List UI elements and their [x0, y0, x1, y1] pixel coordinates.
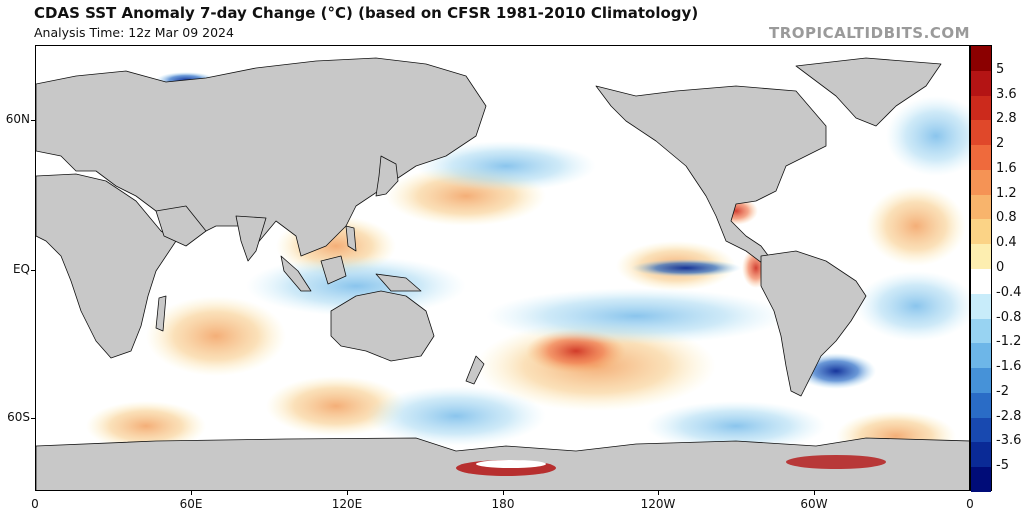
colorbar-segment	[971, 392, 991, 419]
colorbar-tick-label: 0.8	[996, 210, 1017, 226]
colorbar-segment	[971, 95, 991, 121]
lon-label-60w: 60W	[800, 497, 828, 511]
colorbar-segment	[971, 417, 991, 443]
analysis-time: Analysis Time: 12z Mar 09 2024	[34, 25, 234, 40]
colorbar-tick-label: 1.6	[996, 160, 1017, 176]
eurasia-landmass	[36, 57, 487, 257]
lat-label-60s: 60S	[7, 410, 30, 424]
colorbar-tick-label: -2	[996, 383, 1009, 399]
greenland-landmass	[795, 57, 942, 127]
australia-landmass	[330, 290, 435, 362]
colorbar-tick-label: -0.4	[996, 284, 1022, 300]
colorbar	[970, 45, 992, 493]
colorbar-tick-label: 5	[996, 61, 1005, 77]
warm-anomaly-patch	[146, 296, 286, 376]
lon-label-0-east: 0	[966, 497, 974, 511]
sst-anomaly-map	[35, 45, 970, 491]
colorbar-tick-label: 2	[996, 136, 1005, 152]
cool-anomaly-patch	[856, 271, 969, 341]
borneo-landmass	[320, 255, 347, 285]
colorbar-tick-label: 3.6	[996, 86, 1017, 102]
colorbar-segment	[971, 467, 991, 493]
colorbar-tick-label: -3.6	[996, 433, 1022, 449]
japan-landmass	[375, 155, 399, 197]
colorbar-tick-label: 1.2	[996, 185, 1017, 201]
land-masses	[36, 57, 969, 490]
colorbar-segment	[971, 368, 991, 394]
sumatra-landmass	[280, 255, 312, 292]
cool-anomaly-patch	[646, 401, 826, 451]
colorbar-tick-label: 0.4	[996, 235, 1017, 251]
philippines-landmass	[345, 225, 357, 252]
colorbar-tick-label: 0	[996, 260, 1005, 275]
colorbar-tick-label: 2.8	[996, 111, 1017, 127]
colorbar-segment	[971, 442, 991, 468]
madagascar-landmass	[155, 295, 167, 332]
anomaly-field	[76, 72, 969, 461]
new-guinea-landmass	[375, 273, 422, 292]
x-tick	[814, 491, 815, 495]
colorbar-tick-label: -5	[996, 458, 1009, 474]
new-zealand-landmass	[465, 355, 485, 385]
arabian-peninsula-landmass	[155, 205, 207, 247]
cool-anomaly-patch	[886, 96, 969, 176]
lat-label-60n: 60N	[5, 112, 30, 126]
colorbar-segment	[971, 293, 991, 320]
lon-label-60e: 60E	[179, 497, 203, 511]
colorbar-segment	[971, 169, 991, 196]
colorbar-tick-label: -1.2	[996, 334, 1022, 350]
x-tick	[503, 491, 504, 495]
lon-label-0: 0	[31, 497, 39, 511]
south-america-landmass	[760, 250, 867, 397]
y-tick	[31, 120, 35, 121]
africa-landmass	[36, 173, 177, 359]
warm-ice-edge-anomaly	[786, 455, 886, 469]
cool-anomaly-patch	[366, 386, 546, 446]
y-tick	[31, 270, 35, 271]
site-watermark[interactable]: TROPICALTIDBITS.COM	[769, 24, 970, 42]
lon-label-120w: 120W	[640, 497, 676, 511]
ice-shelf	[476, 460, 546, 468]
map-title: CDAS SST Anomaly 7-day Change (°C) (base…	[34, 4, 699, 22]
north-america-landmass	[595, 85, 827, 267]
lon-label-120e: 120E	[331, 497, 363, 511]
colorbar-segment	[971, 269, 991, 295]
colorbar-segment	[971, 145, 991, 171]
x-tick	[658, 491, 659, 495]
colorbar-segment	[971, 244, 991, 270]
antarctic-ice-features	[456, 455, 886, 476]
cool-anomaly-patch	[486, 288, 786, 344]
colorbar-segment	[971, 194, 991, 220]
warm-anomaly-patch	[866, 186, 966, 266]
colorbar-segment	[971, 219, 991, 245]
colorbar-tick-label: -1.6	[996, 359, 1022, 375]
map-canvas	[36, 57, 969, 490]
lon-label-180: 180	[491, 497, 515, 511]
x-tick	[191, 491, 192, 495]
colorbar-segment	[971, 70, 991, 97]
x-tick	[347, 491, 348, 495]
colorbar-tick-label: -0.8	[996, 309, 1022, 325]
warm-anomaly-patch	[86, 401, 206, 451]
lat-label-eq: EQ	[12, 262, 30, 276]
cold-anomaly-core	[631, 259, 741, 277]
colorbar-segment	[971, 318, 991, 344]
colorbar-segment	[971, 343, 991, 369]
colorbar-segment	[971, 46, 991, 72]
cool-anomaly-patch	[416, 141, 596, 191]
colorbar-tick-label: -2.8	[996, 408, 1022, 424]
india-landmass	[235, 215, 267, 262]
y-tick	[31, 418, 35, 419]
colorbar-segment	[971, 120, 991, 146]
